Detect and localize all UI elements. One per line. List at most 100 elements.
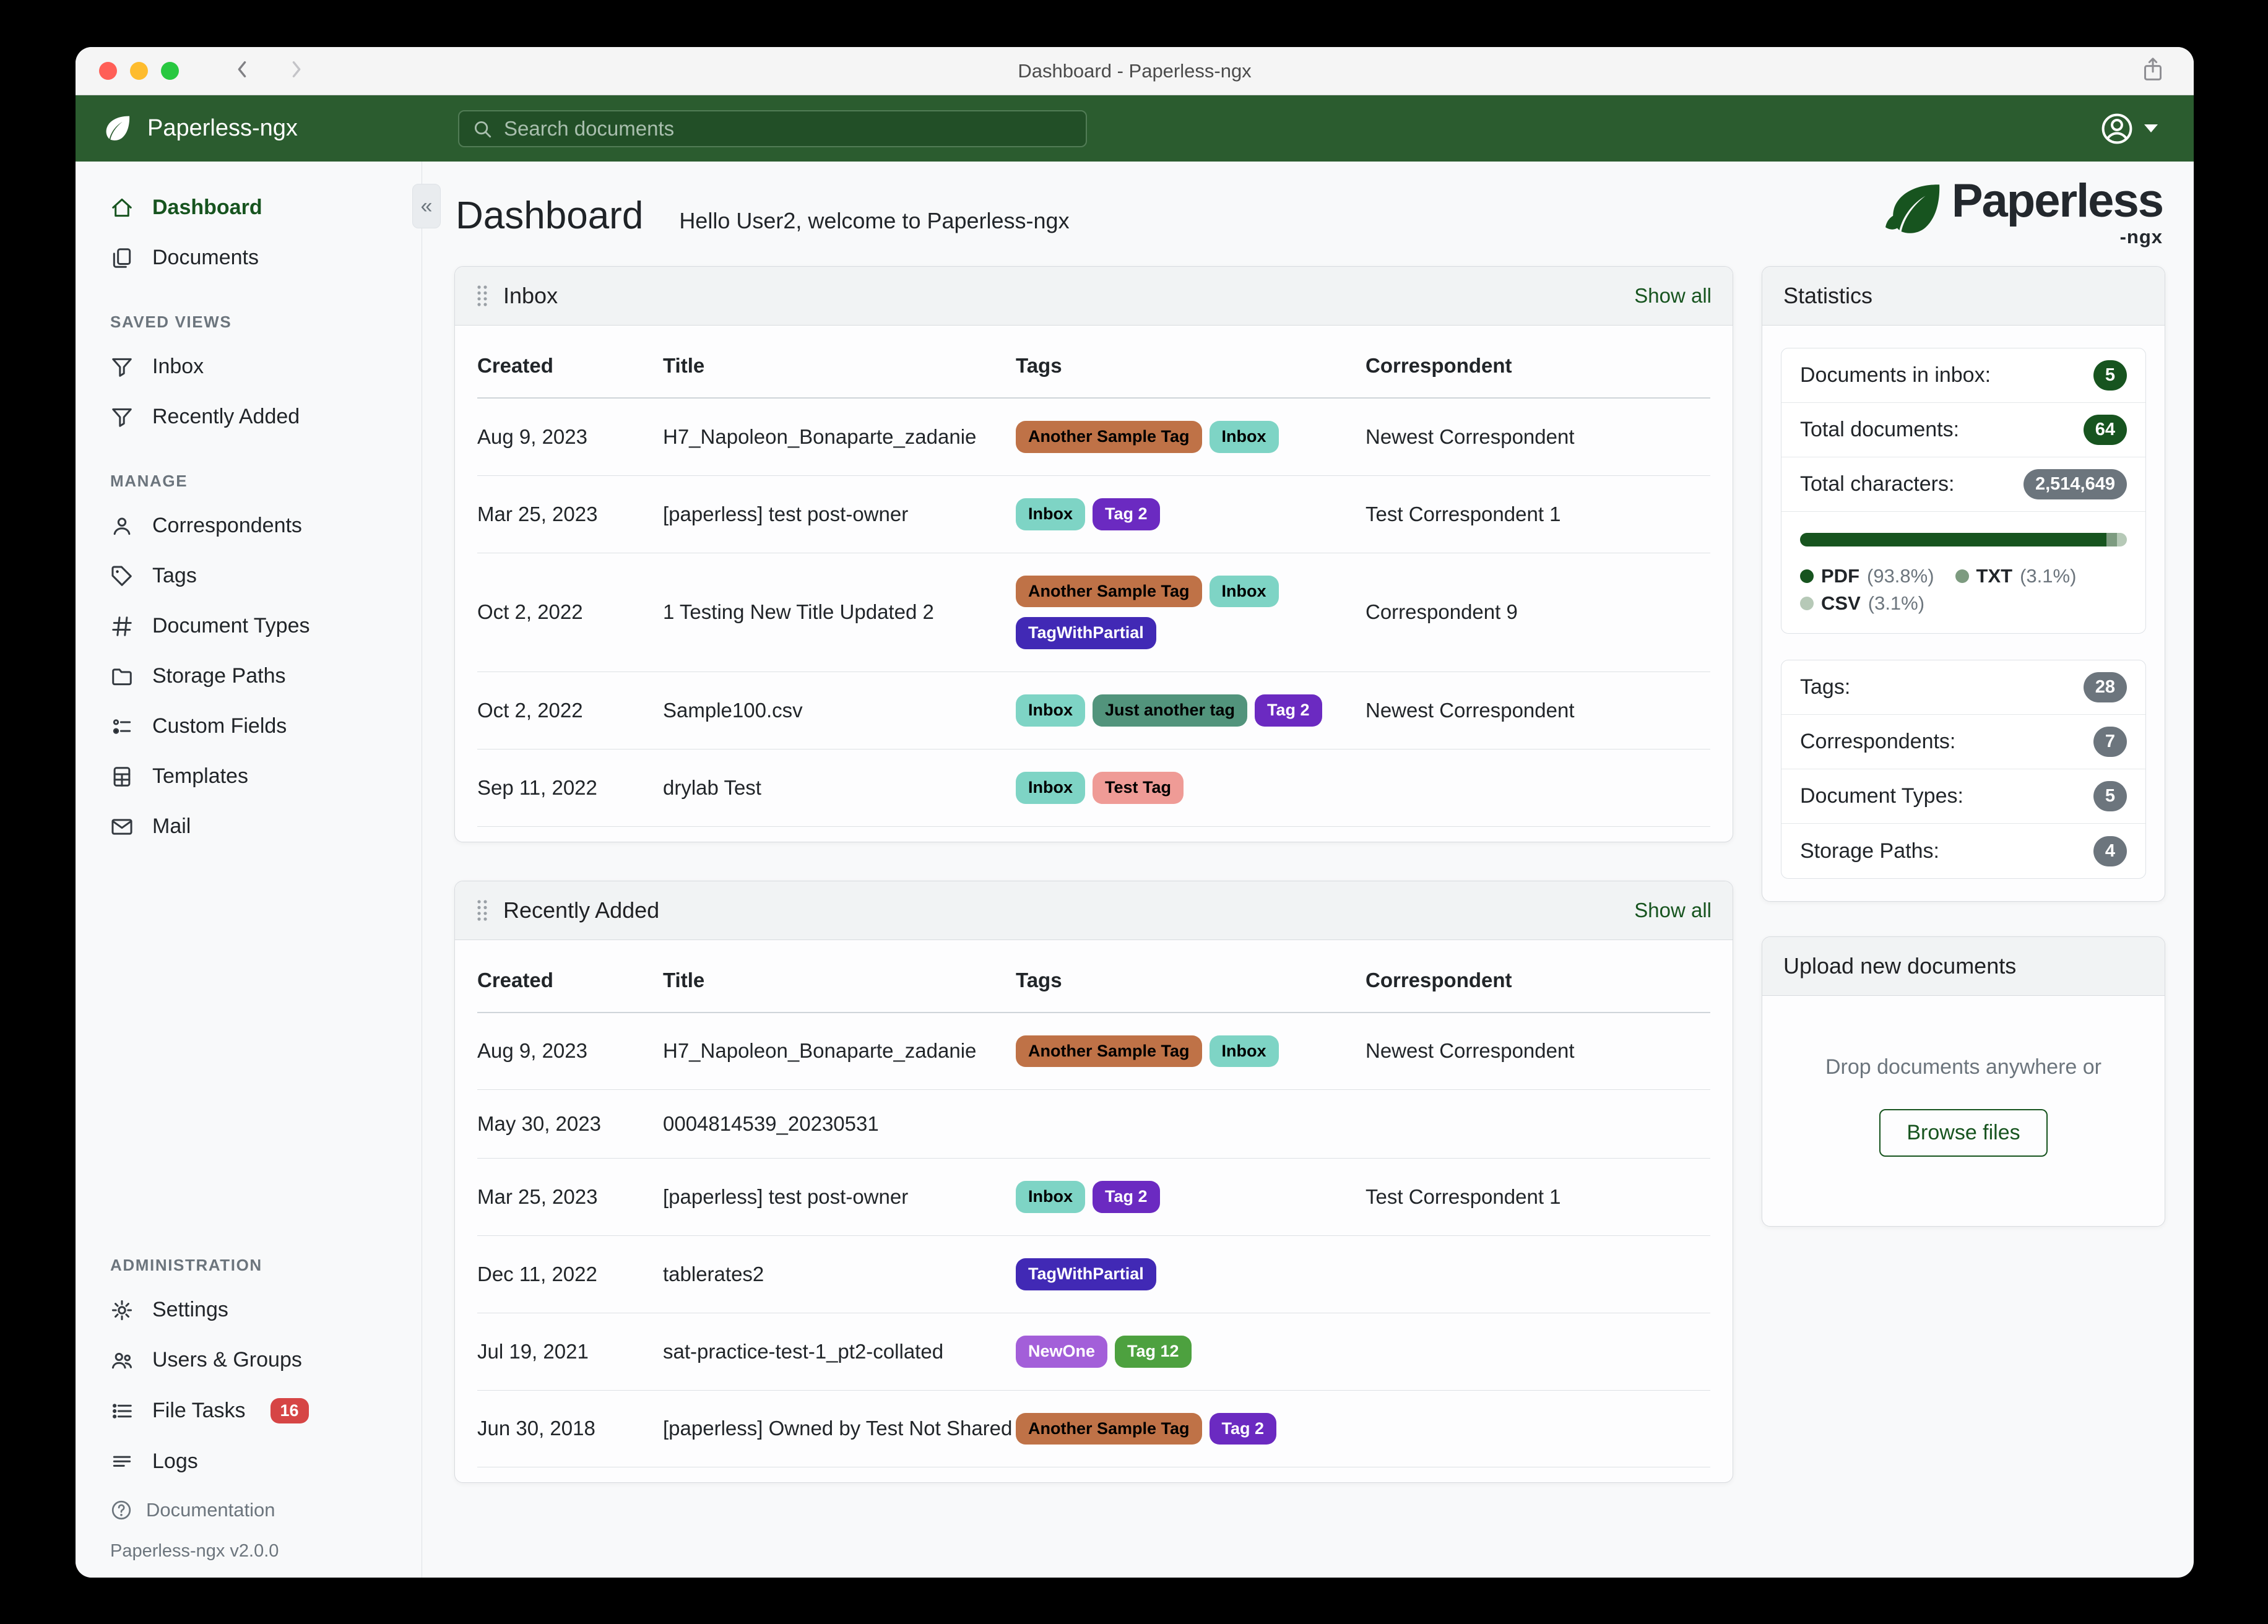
tag-pill[interactable]: Inbox (1016, 498, 1085, 530)
minimize-button[interactable] (130, 62, 148, 80)
tag-pill[interactable]: Inbox (1209, 575, 1279, 608)
tag-pill[interactable]: Test Tag (1093, 771, 1184, 804)
sidebar-item-file-tasks[interactable]: File Tasks 16 (76, 1385, 422, 1436)
drag-handle-icon[interactable] (476, 899, 488, 922)
stat-label: Tags: (1800, 675, 1851, 699)
tag-pill[interactable]: NewOne (1016, 1335, 1108, 1368)
table-row[interactable]: May 30, 2023 0004814539_20230531 (477, 1090, 1710, 1159)
home-icon (110, 196, 134, 220)
sidebar-collapse-button[interactable]: « (412, 184, 441, 228)
table-row[interactable]: Aug 9, 2023 H7_Napoleon_Bonaparte_zadanie… (477, 399, 1710, 476)
documents-icon (110, 246, 134, 270)
tag-pill[interactable]: Inbox (1016, 771, 1085, 804)
sidebar-item-recently-added[interactable]: Recently Added (76, 392, 422, 442)
app-window: Dashboard - Paperless-ngx Paperless-ngx (76, 47, 2194, 1578)
table-row[interactable]: Oct 2, 2022 1 Testing New Title Updated 2… (477, 553, 1710, 672)
sidebar-item-correspondents[interactable]: Correspondents (76, 501, 422, 551)
stat-badge: 5 (2093, 781, 2127, 811)
sidebar-item-settings[interactable]: Settings (76, 1285, 422, 1335)
user-menu[interactable] (2100, 111, 2158, 146)
tag-pill[interactable]: Inbox (1209, 1035, 1279, 1068)
sidebar-item-logs[interactable]: Logs (76, 1436, 422, 1487)
forward-icon[interactable] (285, 59, 306, 83)
sidebar-item-document-types[interactable]: Document Types (76, 601, 422, 651)
show-all-link[interactable]: Show all (1634, 284, 1712, 307)
sidebar-item-storage-paths[interactable]: Storage Paths (76, 651, 422, 701)
filetype-legend: PDF (93.8%) TXT (3.1%) CSV (3.1%) (1800, 565, 2127, 615)
tag-pill[interactable]: Another Sample Tag (1016, 575, 1202, 608)
cell-created: Jul 19, 2021 (477, 1339, 589, 1363)
tag-pill[interactable]: Another Sample Tag (1016, 1035, 1202, 1068)
tag-pill[interactable]: Tag 2 (1093, 498, 1160, 530)
tag-pill[interactable]: Tag 2 (1093, 1181, 1160, 1213)
sidebar-item-label: Custom Fields (152, 714, 287, 738)
avatar-icon (2101, 113, 2132, 144)
stat-row-storage-paths: Storage Paths: 4 (1781, 824, 2145, 878)
back-icon[interactable] (232, 59, 253, 83)
sidebar-item-label: Settings (152, 1298, 228, 1321)
table-row[interactable]: Sep 11, 2022 drylab Test Inbox Test Tag (477, 749, 1710, 827)
stat-row-total-characters: Total characters: 2,514,649 (1781, 457, 2145, 512)
tag-pill[interactable]: TagWithPartial (1016, 617, 1156, 649)
table-row[interactable]: Aug 9, 2023 H7_Napoleon_Bonaparte_zadanie… (477, 1013, 1710, 1091)
tag-pill[interactable]: Another Sample Tag (1016, 1412, 1202, 1445)
stat-label: Correspondents: (1800, 730, 1956, 753)
sidebar-item-custom-fields[interactable]: Custom Fields (76, 701, 422, 751)
documentation-link[interactable]: Documentation (76, 1487, 422, 1526)
stat-badge: 7 (2093, 727, 2127, 757)
stat-label: Storage Paths: (1800, 839, 1939, 863)
share-icon[interactable] (2140, 56, 2165, 86)
stat-badge: 4 (2093, 836, 2127, 866)
tag-pill[interactable]: Tag 12 (1115, 1335, 1192, 1368)
table-row[interactable]: Dec 11, 2022 tablerates2 TagWithPartial (477, 1236, 1710, 1313)
search-input[interactable] (503, 116, 1073, 141)
legend-item-csv: CSV (3.1%) (1800, 592, 1924, 615)
upload-header: Upload new documents (1762, 937, 2165, 996)
sidebar-item-label: Storage Paths (152, 664, 286, 688)
sidebar-item-dashboard[interactable]: Dashboard (76, 183, 422, 233)
sidebar-item-tags[interactable]: Tags (76, 551, 422, 601)
inbox-widget: Inbox Show all Created Title Tags Correspon… (454, 266, 1733, 842)
drag-handle-icon[interactable] (476, 285, 488, 307)
table-row[interactable]: Oct 2, 2022 Sample100.csv Inbox Just anothe… (477, 672, 1710, 749)
sidebar-item-templates[interactable]: Templates (76, 751, 422, 801)
tag-pill[interactable]: Tag 2 (1209, 1412, 1277, 1445)
browse-files-button[interactable]: Browse files (1879, 1109, 2048, 1157)
upload-dropzone[interactable]: Drop documents anywhere or Browse files (1762, 996, 2165, 1226)
table-row[interactable]: Jun 30, 2018 [paperless] Owned by Test No… (477, 1391, 1710, 1468)
table-row[interactable]: Mar 25, 2023 [paperless] test post-owner I… (477, 1159, 1710, 1236)
sidebar-item-documents[interactable]: Documents (76, 233, 422, 283)
tag-pill[interactable]: Inbox (1016, 1181, 1085, 1213)
cell-correspondent: Newest Correspondent (1366, 698, 1575, 722)
cell-title: [paperless] test post-owner (663, 1185, 909, 1209)
search-bar (458, 110, 1087, 147)
cell-tags: Inbox Test Tag (1016, 771, 1366, 804)
cell-title: Sample100.csv (663, 698, 803, 722)
folder-icon (110, 665, 134, 688)
tag-pill[interactable]: TagWithPartial (1016, 1258, 1156, 1290)
sidebar-item-label: Correspondents (152, 514, 302, 537)
tag-pill[interactable]: Just another tag (1093, 694, 1248, 727)
tag-pill[interactable]: Inbox (1209, 421, 1279, 453)
tag-pill[interactable]: Another Sample Tag (1016, 421, 1202, 453)
cell-created: Oct 2, 2022 (477, 600, 583, 624)
brand-link[interactable]: Paperless-ngx (102, 113, 298, 145)
table-row[interactable]: Mar 25, 2023 [paperless] test post-owner I… (477, 476, 1710, 553)
widget-title: Upload new documents (1783, 953, 2017, 978)
show-all-link[interactable]: Show all (1634, 898, 1712, 922)
cell-title: [paperless] test post-owner (663, 502, 909, 525)
tag-pill[interactable]: Tag 2 (1255, 694, 1322, 727)
tag-pill[interactable]: Inbox (1016, 694, 1085, 727)
cell-tags: TagWithPartial (1016, 1258, 1366, 1290)
stat-row-documents-in-inbox: Documents in inbox: 5 (1781, 348, 2145, 403)
stat-badge: 28 (2083, 672, 2127, 702)
zoom-button[interactable] (161, 62, 179, 80)
cell-created: Aug 9, 2023 (477, 1039, 587, 1063)
sidebar-item-users-groups[interactable]: Users & Groups (76, 1335, 422, 1385)
sidebar-item-inbox[interactable]: Inbox (76, 342, 422, 392)
sidebar-item-mail[interactable]: Mail (76, 801, 422, 852)
column-header-tags: Tags (1016, 354, 1062, 377)
close-button[interactable] (99, 62, 117, 80)
cell-title: H7_Napoleon_Bonaparte_zadanie (663, 425, 977, 448)
table-row[interactable]: Jul 19, 2021 sat-practice-test-1_pt2-coll… (477, 1313, 1710, 1391)
